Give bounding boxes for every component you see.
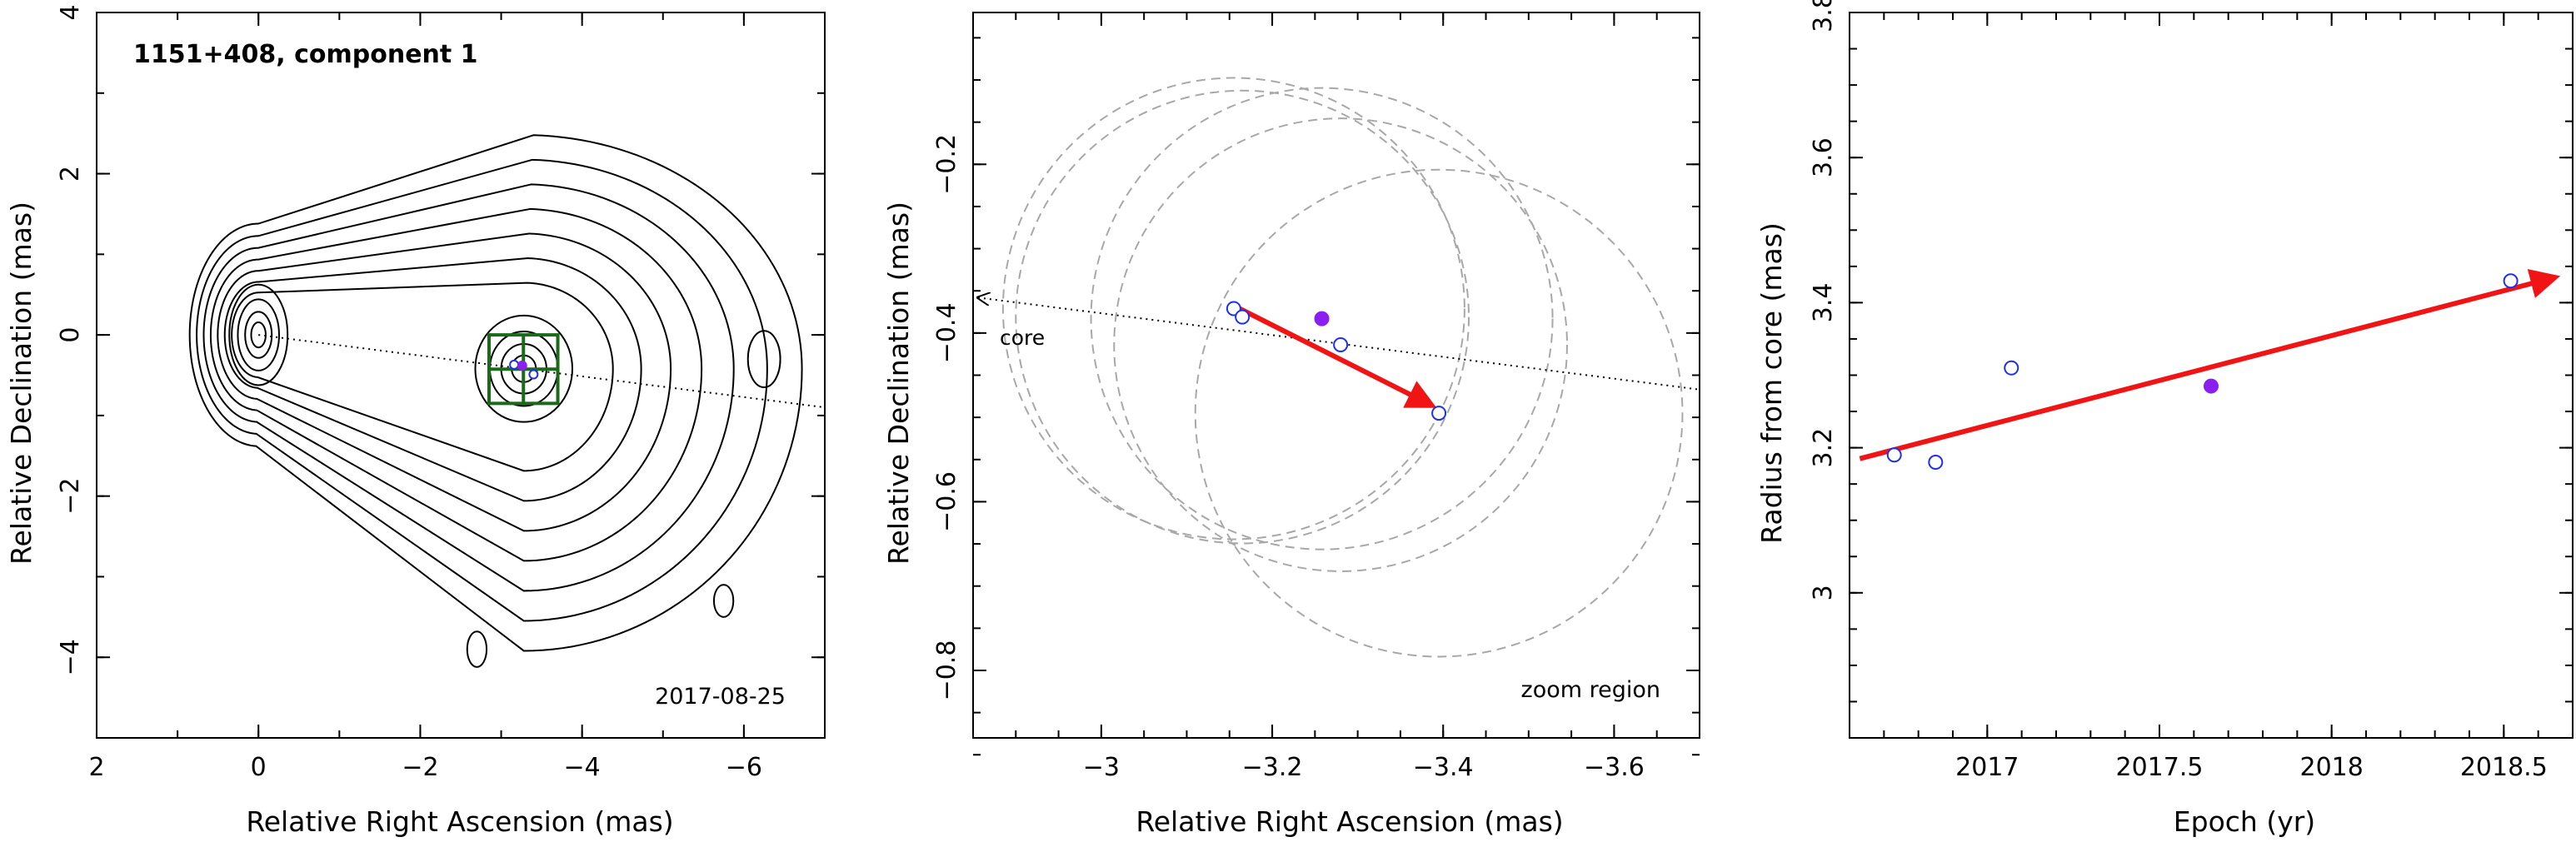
contour-line xyxy=(217,232,672,532)
error-circle xyxy=(1001,77,1465,541)
core-contour xyxy=(250,321,267,349)
component-contour xyxy=(474,314,574,423)
y-tick-label: 2 xyxy=(56,166,85,182)
core-direction-line xyxy=(258,334,826,409)
core-label: core xyxy=(1000,326,1045,350)
x-tick-label: −2 xyxy=(402,753,438,782)
contour-line xyxy=(223,257,642,502)
open-data-point xyxy=(1333,337,1349,353)
y-tick-label: −2 xyxy=(56,478,85,515)
x-tick-label: 2 xyxy=(88,753,104,782)
x-tick-label: 2017 xyxy=(1955,753,2019,782)
y-tick-label: −0.8 xyxy=(932,640,961,701)
map-x-axis-label: Relative Right Ascension (mas) xyxy=(246,805,673,838)
contour-line xyxy=(231,282,614,472)
y-tick-label: 3.8 xyxy=(1809,0,1838,32)
filled-data-point xyxy=(2204,378,2219,394)
open-data-point xyxy=(2004,360,2019,376)
map-plot-frame xyxy=(96,12,826,739)
zoom-region-label: zoom region xyxy=(1521,677,1660,703)
map-panel: 2 0 −2 −4 −6 4 2 0 −2 −4 1151+408, component 1 20… xyxy=(5,4,826,838)
open-data-point xyxy=(2503,273,2519,289)
open-data-point xyxy=(1886,447,1902,463)
x-tick-label: −3.2 xyxy=(1242,753,1303,782)
x-tick-label: 0 xyxy=(251,753,267,782)
y-tick-label: −4 xyxy=(56,639,85,675)
filled-data-point xyxy=(1314,311,1330,326)
core-contour xyxy=(244,311,273,359)
y-tick-label: 4 xyxy=(56,4,85,20)
zoom-plot-frame xyxy=(972,12,1700,739)
open-data-point xyxy=(528,369,539,380)
x-tick-label: −3.6 xyxy=(1584,753,1645,782)
core-contour xyxy=(237,298,280,371)
x-tick-label: −3.4 xyxy=(1413,753,1474,782)
y-tick-label: 3.4 xyxy=(1809,283,1838,323)
y-tick-label: 0 xyxy=(56,327,85,343)
radius-x-axis-label: Epoch (yr) xyxy=(2174,805,2315,838)
open-data-point xyxy=(1431,406,1447,421)
y-tick-label: 3.6 xyxy=(1809,137,1838,177)
radius-plot-frame xyxy=(1849,12,2574,739)
radius-panel: 2017 2017.5 2018 2018.5 3 3.2 3.4 3.6 3.8 Epoch … xyxy=(1755,0,2574,838)
y-tick-label: −0.2 xyxy=(932,134,961,195)
error-circles xyxy=(1001,77,1684,658)
error-circle xyxy=(1113,117,1568,572)
radius-y-axis-label: Radius from core (mas) xyxy=(1755,222,1788,544)
contour-line xyxy=(209,207,703,562)
epoch-date-label: 2017-08-25 xyxy=(655,684,786,710)
x-tick-label: −6 xyxy=(726,753,762,782)
radius-points xyxy=(1886,273,2519,471)
open-data-point xyxy=(1928,455,1944,471)
zoom-x-axis-label: Relative Right Ascension (mas) xyxy=(1136,805,1563,838)
island-contour xyxy=(466,630,488,668)
x-tick-label: −3 xyxy=(1083,753,1120,782)
fit-arrow xyxy=(1859,269,2561,461)
contour-line xyxy=(196,158,768,622)
y-tick-label: −0.6 xyxy=(932,471,961,532)
zoom-panel: −3 −3.2 −3.4 −3.6 −0.2 −0.4 −0.6 −0.8 core zoom… xyxy=(882,12,1700,838)
error-circle xyxy=(1015,89,1470,545)
radius-ticks: 2017 2017.5 2018 2018.5 3 3.2 3.4 3.6 3.8 xyxy=(1809,0,2574,782)
contour-line xyxy=(202,183,735,592)
zoom-ticks: −3 −3.2 −3.4 −3.6 −0.2 −0.4 −0.6 −0.8 xyxy=(932,12,1700,782)
open-data-point xyxy=(509,359,520,370)
error-circle xyxy=(1090,87,1554,551)
zoom-points xyxy=(1226,301,1447,421)
x-tick-label: 2017.5 xyxy=(2116,753,2204,782)
y-tick-label: 3.2 xyxy=(1809,428,1838,468)
island-contour xyxy=(712,584,735,618)
core-contour xyxy=(228,283,289,386)
contour-line xyxy=(188,134,803,652)
x-tick-label: 2018.5 xyxy=(2460,753,2548,782)
map-ticks: 2 0 −2 −4 −6 4 2 0 −2 −4 xyxy=(56,4,826,782)
component-points xyxy=(509,359,539,380)
motion-arrow xyxy=(1228,301,1437,408)
island-contour xyxy=(746,330,781,389)
open-data-point xyxy=(1235,309,1251,325)
x-tick-label: 2018 xyxy=(2299,753,2363,782)
error-circle xyxy=(1194,168,1684,658)
x-tick-label: −4 xyxy=(564,753,601,782)
y-tick-label: −0.4 xyxy=(932,302,961,363)
source-annotation: 1151+408, component 1 xyxy=(133,40,478,69)
y-tick-label: 3 xyxy=(1809,585,1838,600)
filled-data-point xyxy=(517,360,527,371)
zoom-y-axis-label: Relative Declination (mas) xyxy=(882,202,915,565)
contour-map xyxy=(188,134,803,668)
map-y-axis-label: Relative Declination (mas) xyxy=(5,202,37,565)
